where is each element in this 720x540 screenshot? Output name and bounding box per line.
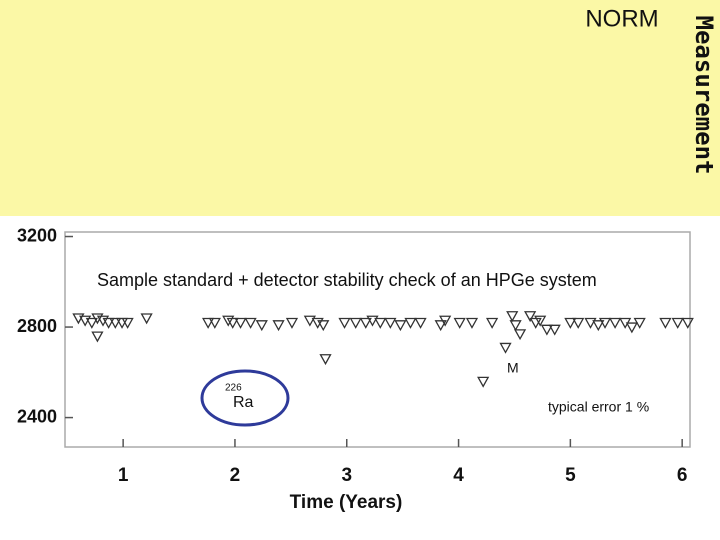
data-point: [598, 317, 612, 329]
data-point: [465, 317, 479, 329]
data-point: [140, 313, 153, 325]
data-point: [91, 331, 104, 343]
data-point: [681, 317, 694, 329]
data-point: [477, 376, 490, 388]
highlight-ellipse: [200, 369, 290, 427]
y-tick-label: 2400: [17, 406, 57, 426]
data-point: [608, 317, 622, 329]
slide-title: NORM: [585, 5, 658, 32]
data-point: [319, 354, 332, 366]
data-point: [222, 315, 235, 327]
data-point: [384, 317, 397, 329]
note: typical error 1 %: [548, 399, 649, 415]
x-tick-label: 5: [565, 465, 576, 486]
y-tick-label: 2800: [17, 316, 57, 336]
data-point: [671, 317, 684, 329]
data-point: [226, 317, 239, 329]
data-point: [303, 315, 316, 327]
x-axis-label: Time (Years): [290, 492, 403, 513]
x-tick-label: 1: [118, 465, 129, 486]
data-point: [109, 317, 122, 329]
data-point: [349, 317, 362, 329]
data-point: [453, 317, 466, 329]
data-point: [208, 317, 221, 329]
data-point: [255, 320, 268, 332]
data-point: [234, 317, 247, 329]
data-point: [633, 317, 646, 329]
data-point: [85, 317, 98, 329]
data-point: [659, 317, 672, 329]
x-tick-label: 2: [230, 465, 241, 486]
isotope-symbol: Ra: [233, 394, 254, 411]
data-point: [121, 317, 134, 329]
data-point: [359, 317, 372, 329]
data-point: [102, 317, 115, 329]
data-point: [540, 324, 553, 336]
data-point: [338, 317, 351, 329]
data-point: [285, 317, 299, 329]
data-point: [485, 317, 499, 329]
chart-title: Sample standard + detector stability che…: [97, 270, 597, 290]
x-tick-label: 6: [677, 465, 688, 486]
data-point: [548, 324, 561, 336]
data-point: [434, 320, 447, 332]
data-point: [366, 315, 379, 327]
data-point: [244, 317, 257, 329]
y-tick-label: 3200: [17, 225, 57, 245]
header-band: [0, 0, 720, 216]
data-point: [572, 317, 585, 329]
data-point: [394, 320, 407, 332]
data-point: [202, 317, 215, 329]
data-point: [506, 311, 519, 323]
plot-frame: [64, 231, 691, 448]
x-tick-label: 3: [341, 465, 352, 486]
isotope-mass: 226: [225, 383, 242, 394]
data-point: [534, 315, 547, 327]
data-point: [584, 317, 597, 329]
data-point: [404, 317, 417, 329]
data-point: [414, 317, 427, 329]
data-point: [524, 311, 537, 323]
data-point: [509, 320, 522, 332]
data-point: [499, 342, 512, 354]
data-point: [439, 315, 452, 327]
data-point: [625, 322, 638, 334]
data-point: [513, 329, 527, 341]
data-point: [592, 320, 605, 332]
data-point: [564, 317, 577, 329]
data-point: [374, 317, 387, 329]
side-label: Measurement: [690, 16, 718, 175]
x-tick-label: 4: [453, 465, 464, 486]
data-point: [272, 320, 285, 332]
marker-label: M: [507, 360, 519, 376]
data-point: [317, 320, 330, 332]
